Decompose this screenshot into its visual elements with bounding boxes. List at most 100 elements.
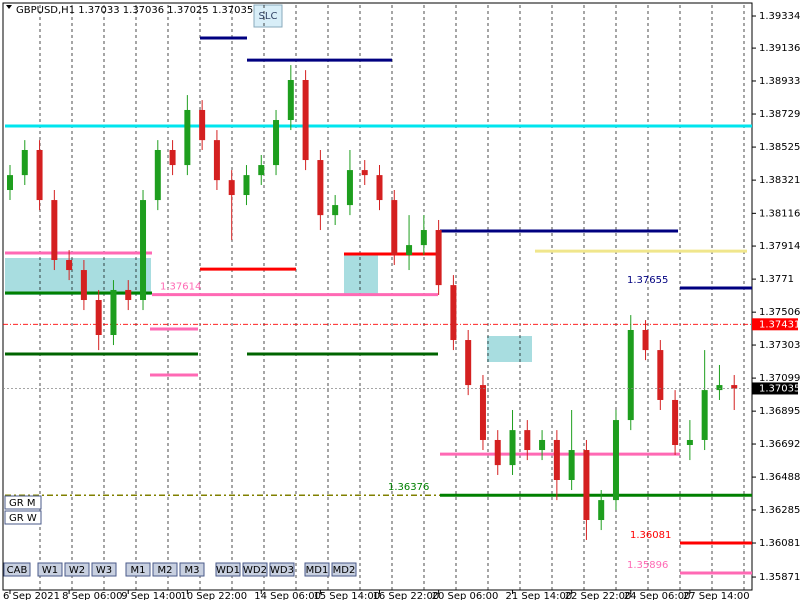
button[interactable] [152, 562, 178, 577]
marker-price-box [752, 318, 798, 331]
y-tick-label: 1.36692 [759, 439, 800, 450]
x-tick-label: 27 Sep 14:00 [683, 591, 750, 600]
level-label: 1.36081 [630, 530, 671, 541]
button[interactable] [331, 562, 357, 577]
candle-body [553, 439, 560, 480]
button[interactable] [37, 562, 63, 577]
button-label[interactable]: MD1 [306, 565, 329, 576]
candle-body [273, 120, 280, 166]
button-label[interactable]: W2 [69, 565, 85, 576]
candle-body [80, 270, 87, 301]
candle-body [66, 259, 73, 271]
y-tick-label: 1.36081 [759, 538, 800, 549]
y-tick-label: 1.37914 [759, 241, 800, 252]
x-tick-label: 15 Sep 14:00 [313, 591, 380, 600]
button[interactable] [4, 510, 42, 525]
candle-body [302, 80, 309, 161]
button[interactable] [64, 562, 90, 577]
candle-body [95, 300, 102, 336]
candle-body [169, 149, 176, 166]
candle-body [420, 230, 427, 246]
y-tick-label: 1.38933 [759, 76, 800, 87]
x-tick-label: 20 Sep 06:00 [432, 591, 499, 600]
x-tick-label: 21 Sep 14:00 [506, 591, 573, 600]
plot-frame [2, 2, 753, 591]
slc-label[interactable]: SLC [259, 11, 278, 22]
candle-body [686, 439, 693, 446]
candle-body [125, 289, 132, 301]
menu-arrow [6, 5, 12, 9]
level-label: 1.36376 [388, 482, 429, 493]
candle-body [406, 245, 413, 255]
level-label: 1.37655 [627, 275, 668, 286]
button[interactable] [242, 562, 268, 577]
button[interactable] [3, 562, 31, 577]
button[interactable] [179, 562, 205, 577]
slc-button[interactable] [253, 4, 283, 28]
y-tick-label: 1.3771 [759, 274, 794, 285]
candle-body [243, 175, 250, 196]
candle-body [21, 149, 28, 176]
candle-body [51, 200, 58, 260]
x-tick-label: 9 Sep 14:00 [121, 591, 181, 600]
y-tick-label: 1.36285 [759, 505, 800, 516]
x-tick-label: 22 Sep 22:00 [565, 591, 632, 600]
button-label[interactable]: MD2 [333, 565, 356, 576]
button-label[interactable]: GR M [9, 498, 36, 509]
candle-body [435, 230, 442, 286]
candle-body [509, 430, 516, 466]
x-tick-label: 16 Sep 22:00 [373, 591, 440, 600]
y-tick-label: 1.37303 [759, 340, 800, 351]
button[interactable] [125, 562, 151, 577]
button-label[interactable]: WD2 [243, 565, 267, 576]
candle-body [36, 149, 43, 201]
candle-body [391, 200, 398, 255]
candle-body [228, 180, 235, 196]
y-tick-label: 1.36488 [759, 472, 800, 483]
zone [5, 258, 151, 295]
y-tick-label: 1.37099 [759, 373, 800, 384]
candle-body [213, 140, 220, 181]
candle-body [539, 439, 546, 451]
y-tick-label: 1.38525 [759, 142, 800, 153]
button-label[interactable]: WD1 [216, 565, 240, 576]
y-tick-label: 1.35871 [759, 572, 800, 583]
y-tick-label: 1.39136 [759, 43, 800, 54]
level-label: 1.35896 [627, 560, 668, 571]
y-tick-label: 1.38116 [759, 208, 800, 219]
candle-body [612, 420, 619, 501]
button-label[interactable]: GR W [9, 513, 37, 524]
zone [344, 254, 378, 295]
x-tick-label: 14 Sep 06:00 [254, 591, 321, 600]
button-label[interactable]: W3 [96, 565, 112, 576]
candle-body [317, 160, 324, 216]
candle-body [716, 385, 723, 391]
button-label[interactable]: M1 [131, 565, 146, 576]
button[interactable] [215, 562, 241, 577]
last-price-box [752, 382, 798, 395]
y-tick-label: 1.37506 [759, 307, 800, 318]
chart-title: GBPUSD,H1 1.37033 1.37036 1.37025 1.3703… [16, 5, 253, 16]
candle-body [332, 205, 339, 216]
candle-body [731, 385, 738, 389]
button[interactable] [304, 562, 330, 577]
button-label[interactable]: CAB [7, 565, 28, 576]
candle-body [346, 170, 353, 206]
x-tick-label: 8 Sep 06:00 [62, 591, 122, 600]
x-tick-label: 24 Sep 06:00 [624, 591, 691, 600]
button[interactable] [269, 562, 295, 577]
candle-body [361, 170, 368, 176]
candle-body [598, 500, 605, 521]
x-tick-label: 10 Sep 22:00 [180, 591, 247, 600]
candle-body [110, 289, 117, 336]
candle-body [494, 439, 501, 466]
button-label[interactable]: M2 [158, 565, 173, 576]
button-label[interactable]: W1 [42, 565, 58, 576]
button-label[interactable]: M3 [185, 565, 200, 576]
candle-body [199, 109, 206, 141]
candle-body [524, 430, 531, 451]
button[interactable] [91, 562, 117, 577]
button-label[interactable]: WD3 [270, 565, 294, 576]
button[interactable] [4, 495, 42, 510]
